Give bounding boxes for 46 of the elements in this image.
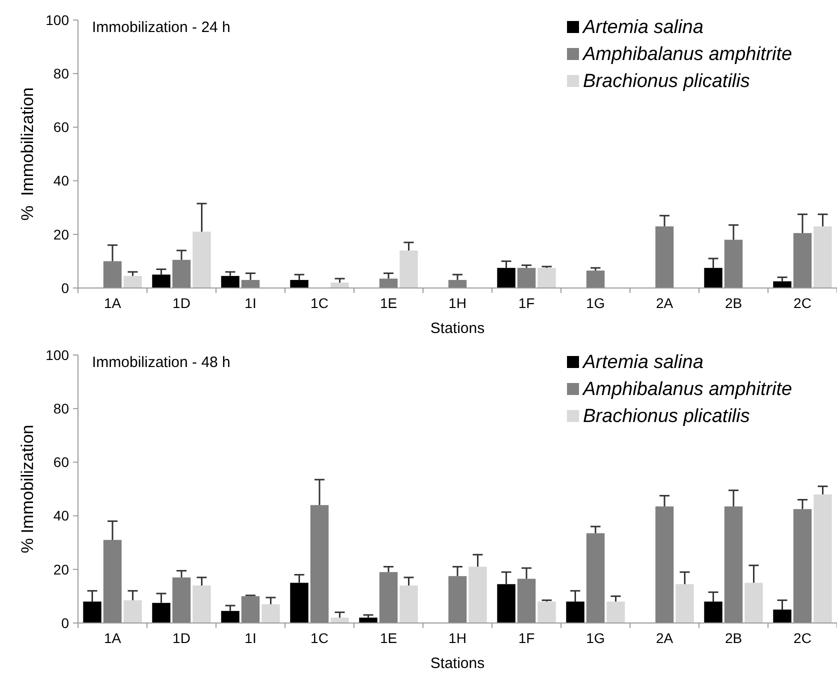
y-tick-label: 100: [46, 346, 70, 363]
x-tick-label: 2C: [794, 630, 812, 646]
x-tick-label: 1D: [172, 630, 190, 646]
y-tick-label: 60: [53, 119, 70, 136]
x-tick-label: 2A: [656, 630, 674, 646]
x-tick-label: 1H: [448, 630, 466, 646]
x-tick-label: 2C: [794, 295, 812, 311]
chart-title: Immobilization - 24 h: [92, 19, 230, 36]
y-tick-label: 80: [53, 66, 70, 82]
legend-label: Artemia salina: [582, 352, 704, 373]
x-tick-label: 2A: [656, 295, 674, 311]
y-tick-label: 40: [53, 508, 70, 524]
legend-label: Amphibalanus amphitrite: [582, 379, 792, 400]
y-tick-label: 20: [53, 561, 70, 578]
x-tick-label: 1A: [104, 295, 122, 311]
legend-label: Brachionus plicatilis: [583, 406, 750, 427]
x-tick-label: 1A: [104, 630, 122, 646]
x-tick-label: 1E: [380, 630, 398, 646]
x-tick-label: 1E: [380, 295, 398, 311]
x-tick-label: 1H: [448, 295, 466, 311]
x-tick-label: 2B: [724, 630, 742, 646]
x-tick-label: 1I: [244, 295, 256, 311]
y-tick-label: 20: [53, 226, 70, 242]
y-tick-label: 60: [53, 454, 70, 470]
y-axis-title: % Immobilization: [18, 87, 37, 221]
x-tick-label: 1G: [586, 295, 605, 311]
y-tick-label: 0: [61, 280, 70, 296]
x-tick-label: 1C: [310, 630, 328, 646]
y-tick-label: 40: [53, 172, 70, 189]
legend-label: Amphibalanus amphitrite: [582, 44, 792, 65]
x-tick-label: 2B: [724, 295, 742, 311]
x-tick-label: 1D: [172, 295, 190, 311]
x-tick-label: 1G: [586, 630, 605, 646]
x-tick-label: 1F: [518, 295, 535, 311]
x-axis-title: Stations: [430, 655, 485, 672]
x-tick-label: 1C: [310, 295, 328, 311]
y-axis-title: % Immobilization: [18, 424, 37, 554]
y-tick-label: 80: [53, 400, 70, 416]
x-tick-label: 1F: [518, 630, 535, 646]
legend-label: Artemia salina: [582, 17, 704, 38]
x-tick-label: 1I: [244, 630, 256, 646]
y-tick-label: 0: [61, 614, 70, 631]
y-tick-label: 100: [46, 12, 70, 28]
x-axis-title: Stations: [430, 320, 485, 337]
legend-label: Brachionus plicatilis: [583, 71, 750, 92]
chart-title: Immobilization - 48 h: [92, 354, 230, 371]
